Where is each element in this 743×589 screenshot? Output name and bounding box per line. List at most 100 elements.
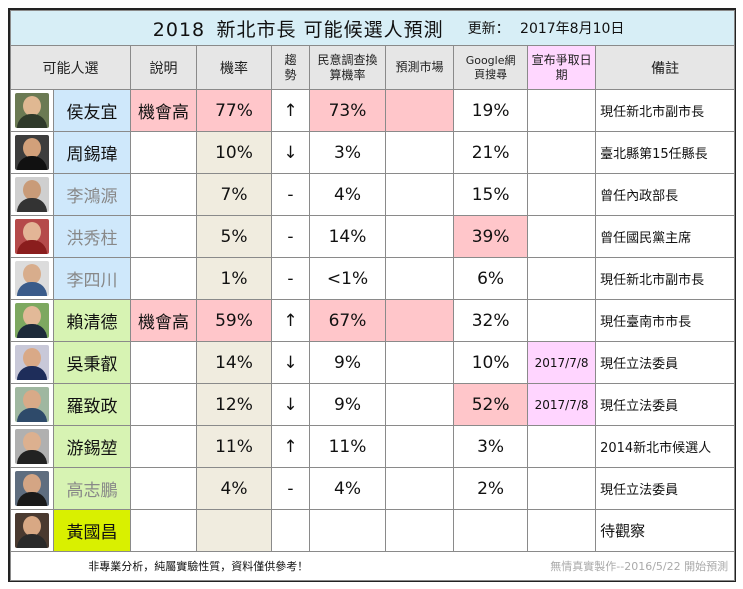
declare-cell xyxy=(527,215,597,258)
remark-cell: 臺北縣第15任縣長 xyxy=(595,131,736,174)
candidate-photo xyxy=(10,131,54,174)
google-cell xyxy=(453,509,529,552)
market-cell xyxy=(384,215,455,258)
google-cell: 32% xyxy=(453,299,529,342)
rate-cell: 11% xyxy=(196,425,272,468)
poll-cell: 73% xyxy=(309,89,386,132)
table-row: 洪秀柱 5% - 14% 39% 曾任國民黨主席 xyxy=(10,215,736,258)
poll-cell: 4% xyxy=(309,173,386,216)
page-title: 2018 新北市長 可能候選人預測 xyxy=(9,10,454,46)
remark-cell: 現任立法委員 xyxy=(595,467,736,510)
google-cell: 6% xyxy=(453,257,529,300)
google-cell: 2% xyxy=(453,467,529,510)
title-text: 新北市長 可能候選人預測 xyxy=(216,18,444,41)
candidate-name: 黃國昌 xyxy=(53,509,131,552)
candidate-name: 吳秉叡 xyxy=(53,341,131,384)
col-declare: 宣布爭取日期 xyxy=(527,45,597,90)
poll-cell: 14% xyxy=(309,215,386,258)
rate-cell: 59% xyxy=(196,299,272,342)
google-cell: 15% xyxy=(453,173,529,216)
note-cell xyxy=(130,467,197,510)
candidate-name: 羅致政 xyxy=(53,383,131,426)
google-cell: 39% xyxy=(453,215,529,258)
candidate-photo xyxy=(10,341,54,384)
candidate-name: 周錫瑋 xyxy=(53,131,131,174)
candidate-name: 賴清德 xyxy=(53,299,131,342)
credit: 無情真實製作--2016/5/22 開始預測 xyxy=(385,551,736,581)
remark-cell: 曾任內政部長 xyxy=(595,173,736,216)
note-cell xyxy=(130,425,197,468)
rate-cell: 4% xyxy=(196,467,272,510)
poll-cell: 67% xyxy=(309,299,386,342)
table-row: 李四川 1% - <1% 6% 現任新北市副市長 xyxy=(10,257,736,300)
google-cell: 52% xyxy=(453,383,529,426)
col-trend: 趨勢 xyxy=(271,45,310,90)
col-rate: 機率 xyxy=(196,45,272,90)
trend-cell: ↑ xyxy=(271,299,310,342)
note-cell xyxy=(130,215,197,258)
market-cell xyxy=(384,257,455,300)
remark-cell: 現任新北市副市長 xyxy=(595,257,736,300)
declare-cell xyxy=(527,173,597,216)
remark-cell: 待觀察 xyxy=(595,509,736,552)
candidate-name: 洪秀柱 xyxy=(53,215,131,258)
declare-cell xyxy=(527,425,597,468)
rate-cell: 14% xyxy=(196,341,272,384)
candidate-name: 高志鵬 xyxy=(53,467,131,510)
declare-cell xyxy=(527,467,597,510)
rate-cell: 1% xyxy=(196,257,272,300)
market-cell xyxy=(384,467,455,510)
poll-cell: 9% xyxy=(309,383,386,426)
declare-cell: 2017/7/8 xyxy=(527,383,597,426)
trend-cell: ↑ xyxy=(271,89,310,132)
declare-cell xyxy=(527,509,597,552)
note-cell: 機會高 xyxy=(130,299,197,342)
candidate-photo xyxy=(10,509,54,552)
declare-cell xyxy=(527,257,597,300)
table-row: 侯友宜 機會高 77% ↑ 73% 19% 現任新北市副市長 xyxy=(10,89,736,132)
prediction-board: 2018 新北市長 可能候選人預測 更新： 2017年8月10日 可能人選 說明… xyxy=(8,8,736,582)
table-row: 賴清德 機會高 59% ↑ 67% 32% 現任臺南市市長 xyxy=(10,299,736,342)
table-row: 周錫瑋 10% ↓ 3% 21% 臺北縣第15任縣長 xyxy=(10,131,736,174)
poll-cell: <1% xyxy=(309,257,386,300)
trend-cell: ↓ xyxy=(271,383,310,426)
note-cell xyxy=(130,341,197,384)
poll-cell xyxy=(309,509,386,552)
candidate-photo xyxy=(10,299,54,342)
candidate-name: 侯友宜 xyxy=(53,89,131,132)
note-cell xyxy=(130,131,197,174)
candidate-photo xyxy=(10,383,54,426)
updated-info: 更新： 2017年8月10日 xyxy=(453,10,736,46)
note-cell xyxy=(130,173,197,216)
table-row: 黃國昌 待觀察 xyxy=(10,509,736,552)
header-row: 可能人選 說明 機率 趨勢 民意調查換算機率 預測市場 Google網頁搜尋 宣… xyxy=(10,45,736,90)
candidate-photo xyxy=(10,173,54,216)
trend-cell: ↓ xyxy=(271,341,310,384)
google-cell: 21% xyxy=(453,131,529,174)
market-cell xyxy=(384,425,455,468)
remark-cell: 現任新北市副市長 xyxy=(595,89,736,132)
market-cell xyxy=(384,173,455,216)
remark-cell: 2014新北市候選人 xyxy=(595,425,736,468)
market-cell xyxy=(384,341,455,384)
candidate-photo xyxy=(10,89,54,132)
rate-cell xyxy=(196,509,272,552)
remark-cell: 現任立法委員 xyxy=(595,341,736,384)
poll-cell: 9% xyxy=(309,341,386,384)
poll-cell: 3% xyxy=(309,131,386,174)
candidate-photo xyxy=(10,425,54,468)
candidate-name: 李鴻源 xyxy=(53,173,131,216)
declare-cell xyxy=(527,89,597,132)
trend-cell: ↓ xyxy=(271,131,310,174)
title-year: 2018 xyxy=(152,18,206,41)
col-note: 說明 xyxy=(130,45,197,90)
market-cell xyxy=(384,299,455,342)
google-cell: 3% xyxy=(453,425,529,468)
table-row: 高志鵬 4% - 4% 2% 現任立法委員 xyxy=(10,467,736,510)
remark-cell: 現任臺南市市長 xyxy=(595,299,736,342)
note-cell: 機會高 xyxy=(130,89,197,132)
market-cell xyxy=(384,89,455,132)
rate-cell: 77% xyxy=(196,89,272,132)
col-candidate: 可能人選 xyxy=(10,45,131,90)
candidate-photo xyxy=(10,215,54,258)
